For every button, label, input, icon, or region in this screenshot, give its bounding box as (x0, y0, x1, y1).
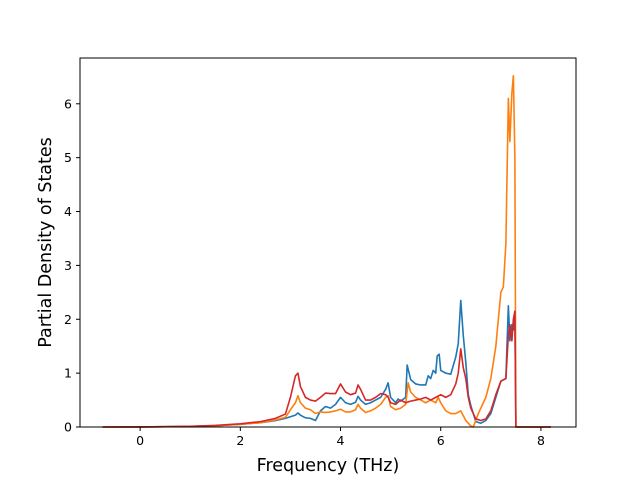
series-line-3 (102, 310, 551, 428)
series-line-2 (102, 74, 551, 428)
y-tick-label: 4 (64, 204, 72, 219)
plot-frame (79, 57, 577, 428)
x-tick-label: 6 (437, 433, 445, 448)
y-tick-label: 5 (64, 150, 72, 165)
y-tick-label: 0 (64, 420, 72, 435)
series-line-1 (102, 299, 551, 428)
y-tick-label: 3 (64, 258, 72, 273)
y-tick-label: 1 (64, 366, 72, 381)
x-tick-label: 0 (136, 433, 144, 448)
y-tick-label: 6 (64, 96, 72, 111)
x-tick-label: 8 (537, 433, 545, 448)
y-tick-label: 2 (64, 312, 72, 327)
x-axis-label: Frequency (THz) (257, 456, 400, 476)
series-layer (102, 74, 551, 428)
x-tick-label: 2 (236, 433, 244, 448)
ticks-layer: 0 2 4 6 8 0 1 2 3 4 5 6 (64, 96, 545, 448)
x-tick-label: 4 (337, 433, 345, 448)
y-axis-label: Partial Density of States (36, 137, 56, 348)
